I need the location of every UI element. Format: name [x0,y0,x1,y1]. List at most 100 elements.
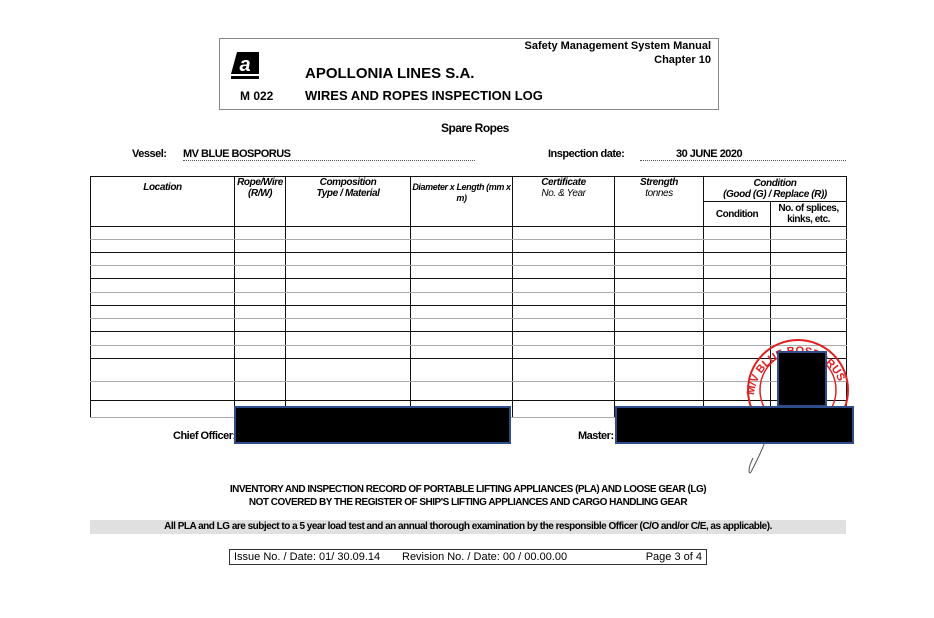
table-cell[interactable] [512,358,615,382]
col-location: Location [90,176,235,227]
table-cell[interactable] [703,239,771,253]
table-cell[interactable] [614,226,704,240]
table-cell[interactable] [770,239,847,253]
table-cell[interactable] [703,292,771,306]
table-cell[interactable] [234,305,286,319]
table-cell[interactable] [234,358,286,382]
table-cell[interactable] [285,226,411,240]
table-cell[interactable] [410,265,513,279]
table-cell[interactable] [512,381,615,401]
table-cell[interactable] [614,252,704,266]
table-cell[interactable] [614,278,704,293]
table-cell[interactable] [614,358,704,382]
chief-officer-label: Chief Officer: [173,430,236,442]
table-cell[interactable] [234,239,286,253]
table-cell[interactable] [410,278,513,293]
table-cell[interactable] [770,252,847,266]
table-cell[interactable] [614,345,704,359]
table-cell[interactable] [90,292,235,306]
inspection-date-value: 30 JUNE 2020 [640,148,846,161]
table-cell[interactable] [285,265,411,279]
table-cell[interactable] [234,318,286,332]
table-cell[interactable] [410,226,513,240]
table-cell[interactable] [234,265,286,279]
table-cell[interactable] [90,239,235,253]
table-row [90,239,847,253]
table-cell[interactable] [90,400,235,418]
table-cell[interactable] [410,345,513,359]
table-cell[interactable] [770,331,847,346]
table-cell[interactable] [614,265,704,279]
table-cell[interactable] [90,226,235,240]
table-cell[interactable] [234,252,286,266]
table-cell[interactable] [410,358,513,382]
table-cell[interactable] [410,318,513,332]
table-cell[interactable] [90,278,235,293]
table-cell[interactable] [410,305,513,319]
table-cell[interactable] [703,265,771,279]
table-cell[interactable] [703,226,771,240]
table-cell[interactable] [512,305,615,319]
table-cell[interactable] [614,381,704,401]
table-cell[interactable] [614,331,704,346]
table-cell[interactable] [285,358,411,382]
table-cell[interactable] [285,278,411,293]
table-cell[interactable] [90,252,235,266]
table-cell[interactable] [770,226,847,240]
table-cell[interactable] [234,292,286,306]
table-cell[interactable] [90,358,235,382]
table-cell[interactable] [614,239,704,253]
table-cell[interactable] [703,252,771,266]
table-row [90,265,847,279]
table-cell[interactable] [90,305,235,319]
table-cell[interactable] [90,381,235,401]
table-cell[interactable] [90,331,235,346]
master-signature-redacted [615,406,854,444]
table-cell[interactable] [770,278,847,293]
table-cell[interactable] [770,265,847,279]
table-cell[interactable] [512,239,615,253]
table-cell[interactable] [90,345,235,359]
table-row [90,226,847,240]
table-cell[interactable] [234,278,286,293]
table-cell[interactable] [770,305,847,319]
table-cell[interactable] [410,331,513,346]
table-cell[interactable] [285,292,411,306]
table-cell[interactable] [234,226,286,240]
notes-line-1: INVENTORY AND INSPECTION RECORD OF PORTA… [229,484,707,495]
table-cell[interactable] [410,381,513,401]
table-cell[interactable] [410,252,513,266]
table-cell[interactable] [614,292,704,306]
table-cell[interactable] [614,305,704,319]
table-cell[interactable] [512,265,615,279]
table-cell[interactable] [234,345,286,359]
table-cell[interactable] [234,331,286,346]
table-cell[interactable] [512,292,615,306]
vessel-value: MV BLUE BOSPORUS [183,148,475,161]
table-cell[interactable] [90,265,235,279]
table-cell[interactable] [512,278,615,293]
col-rope-wire: Rope/Wire (R/W) [234,176,286,227]
table-cell[interactable] [285,318,411,332]
table-cell[interactable] [234,381,286,401]
table-cell[interactable] [614,318,704,332]
table-cell[interactable] [285,381,411,401]
table-cell[interactable] [512,252,615,266]
table-cell[interactable] [512,331,615,346]
table-cell[interactable] [285,305,411,319]
table-cell[interactable] [285,239,411,253]
table-cell[interactable] [90,318,235,332]
table-cell[interactable] [703,278,771,293]
table-cell[interactable] [512,345,615,359]
table-cell[interactable] [703,305,771,319]
table-cell[interactable] [285,345,411,359]
table-cell[interactable] [512,318,615,332]
table-cell[interactable] [285,331,411,346]
table-cell[interactable] [285,252,411,266]
table-cell[interactable] [770,292,847,306]
table-cell[interactable] [410,292,513,306]
table-cell[interactable] [512,226,615,240]
table-cell[interactable] [410,239,513,253]
table-cell[interactable] [512,400,615,418]
table-cell[interactable] [770,318,847,332]
